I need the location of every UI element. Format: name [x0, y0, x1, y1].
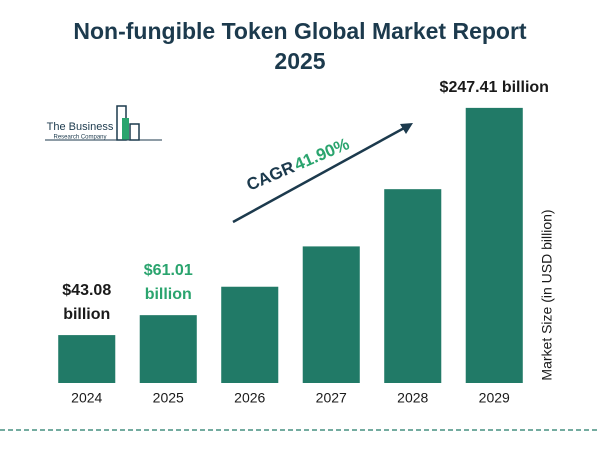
- x-tick-label: 2028: [397, 390, 428, 406]
- x-tick-label: 2026: [234, 390, 265, 406]
- logo-icon: [129, 123, 140, 141]
- value-label: $247.41 billion: [439, 78, 549, 96]
- bar: [58, 335, 116, 383]
- logo-icon: [122, 118, 129, 140]
- logo-text: Research Company: [53, 135, 106, 141]
- chart-title: Non-fungible Token Global Market Report …: [73, 18, 527, 74]
- cagr-label: CAGR: [244, 158, 298, 195]
- logo: The Business Research Company: [45, 105, 162, 141]
- x-tick-label: 2029: [479, 390, 510, 406]
- bar: [302, 246, 360, 383]
- bar: [465, 107, 523, 384]
- y-axis-label: Market Size (in USD billion): [539, 209, 555, 380]
- cagr-arrowhead: [400, 123, 413, 134]
- cagr-arrow: [232, 125, 407, 224]
- bar: [139, 315, 197, 383]
- cagr-value: 41.90%: [292, 134, 353, 174]
- bar: [384, 189, 442, 383]
- x-tick-label: 2027: [316, 390, 347, 406]
- logo-text: The Business: [47, 121, 114, 133]
- value-label: $43.08 billion: [62, 282, 112, 324]
- x-tick-label: 2025: [153, 390, 184, 406]
- bar: [221, 286, 279, 383]
- value-label: $61.01 billion: [143, 262, 193, 304]
- x-tick-label: 2024: [71, 390, 102, 406]
